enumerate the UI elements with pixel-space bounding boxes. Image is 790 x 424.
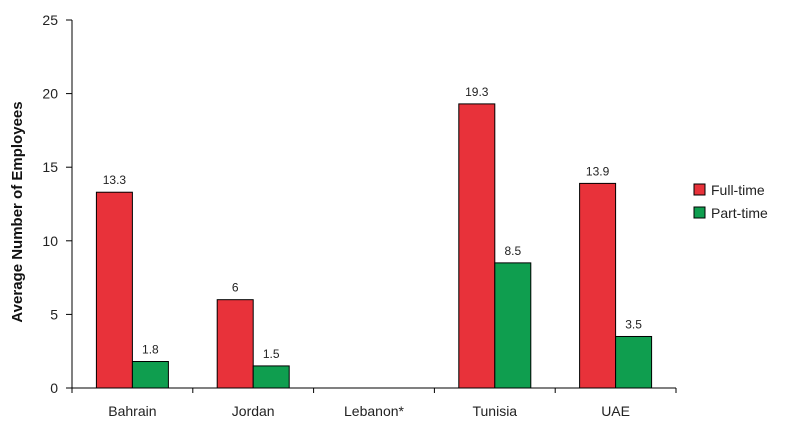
bar-part-time (494, 262, 532, 389)
legend-swatch (693, 206, 706, 219)
data-label: 6 (232, 281, 239, 295)
bar-full-time (579, 182, 617, 389)
data-label: 13.3 (103, 173, 127, 187)
legend: Full-time Part-time (693, 182, 768, 221)
y-tick-label: 5 (50, 306, 58, 322)
bar-part-time (252, 365, 290, 389)
legend-entry: Full-time (711, 182, 765, 198)
x-category-label: Bahrain (108, 403, 156, 419)
data-label: 3.5 (625, 317, 642, 331)
data-label: 13.9 (586, 164, 610, 178)
bar-part-time (131, 361, 169, 389)
data-label: 1.5 (263, 347, 280, 361)
data-label: 1.8 (142, 343, 159, 357)
x-category-label: Tunisia (472, 403, 517, 419)
bar-full-time (95, 191, 133, 389)
y-tick-label: 20 (42, 86, 58, 102)
bar-full-time (216, 299, 254, 389)
y-axis-title: Average Number of Employees (9, 101, 26, 322)
x-category-label: Lebanon* (344, 403, 405, 419)
x-category-label: Jordan (232, 403, 275, 419)
data-label: 8.5 (504, 244, 521, 258)
bar-part-time (615, 335, 653, 389)
y-tick-label: 10 (42, 233, 58, 249)
y-tick-label: 25 (42, 12, 58, 28)
x-category-label: UAE (601, 403, 630, 419)
legend-entry: Part-time (711, 205, 768, 221)
bar-full-time (458, 103, 496, 389)
legend-swatch (693, 183, 706, 196)
data-label: 19.3 (465, 85, 489, 99)
y-tick-label: 15 (42, 159, 58, 175)
plot-area: 0 5 10 15 20 25 Bahrain Jordan Lebanon* Tunisia UA… (42, 12, 677, 419)
y-tick-label: 0 (50, 380, 58, 396)
